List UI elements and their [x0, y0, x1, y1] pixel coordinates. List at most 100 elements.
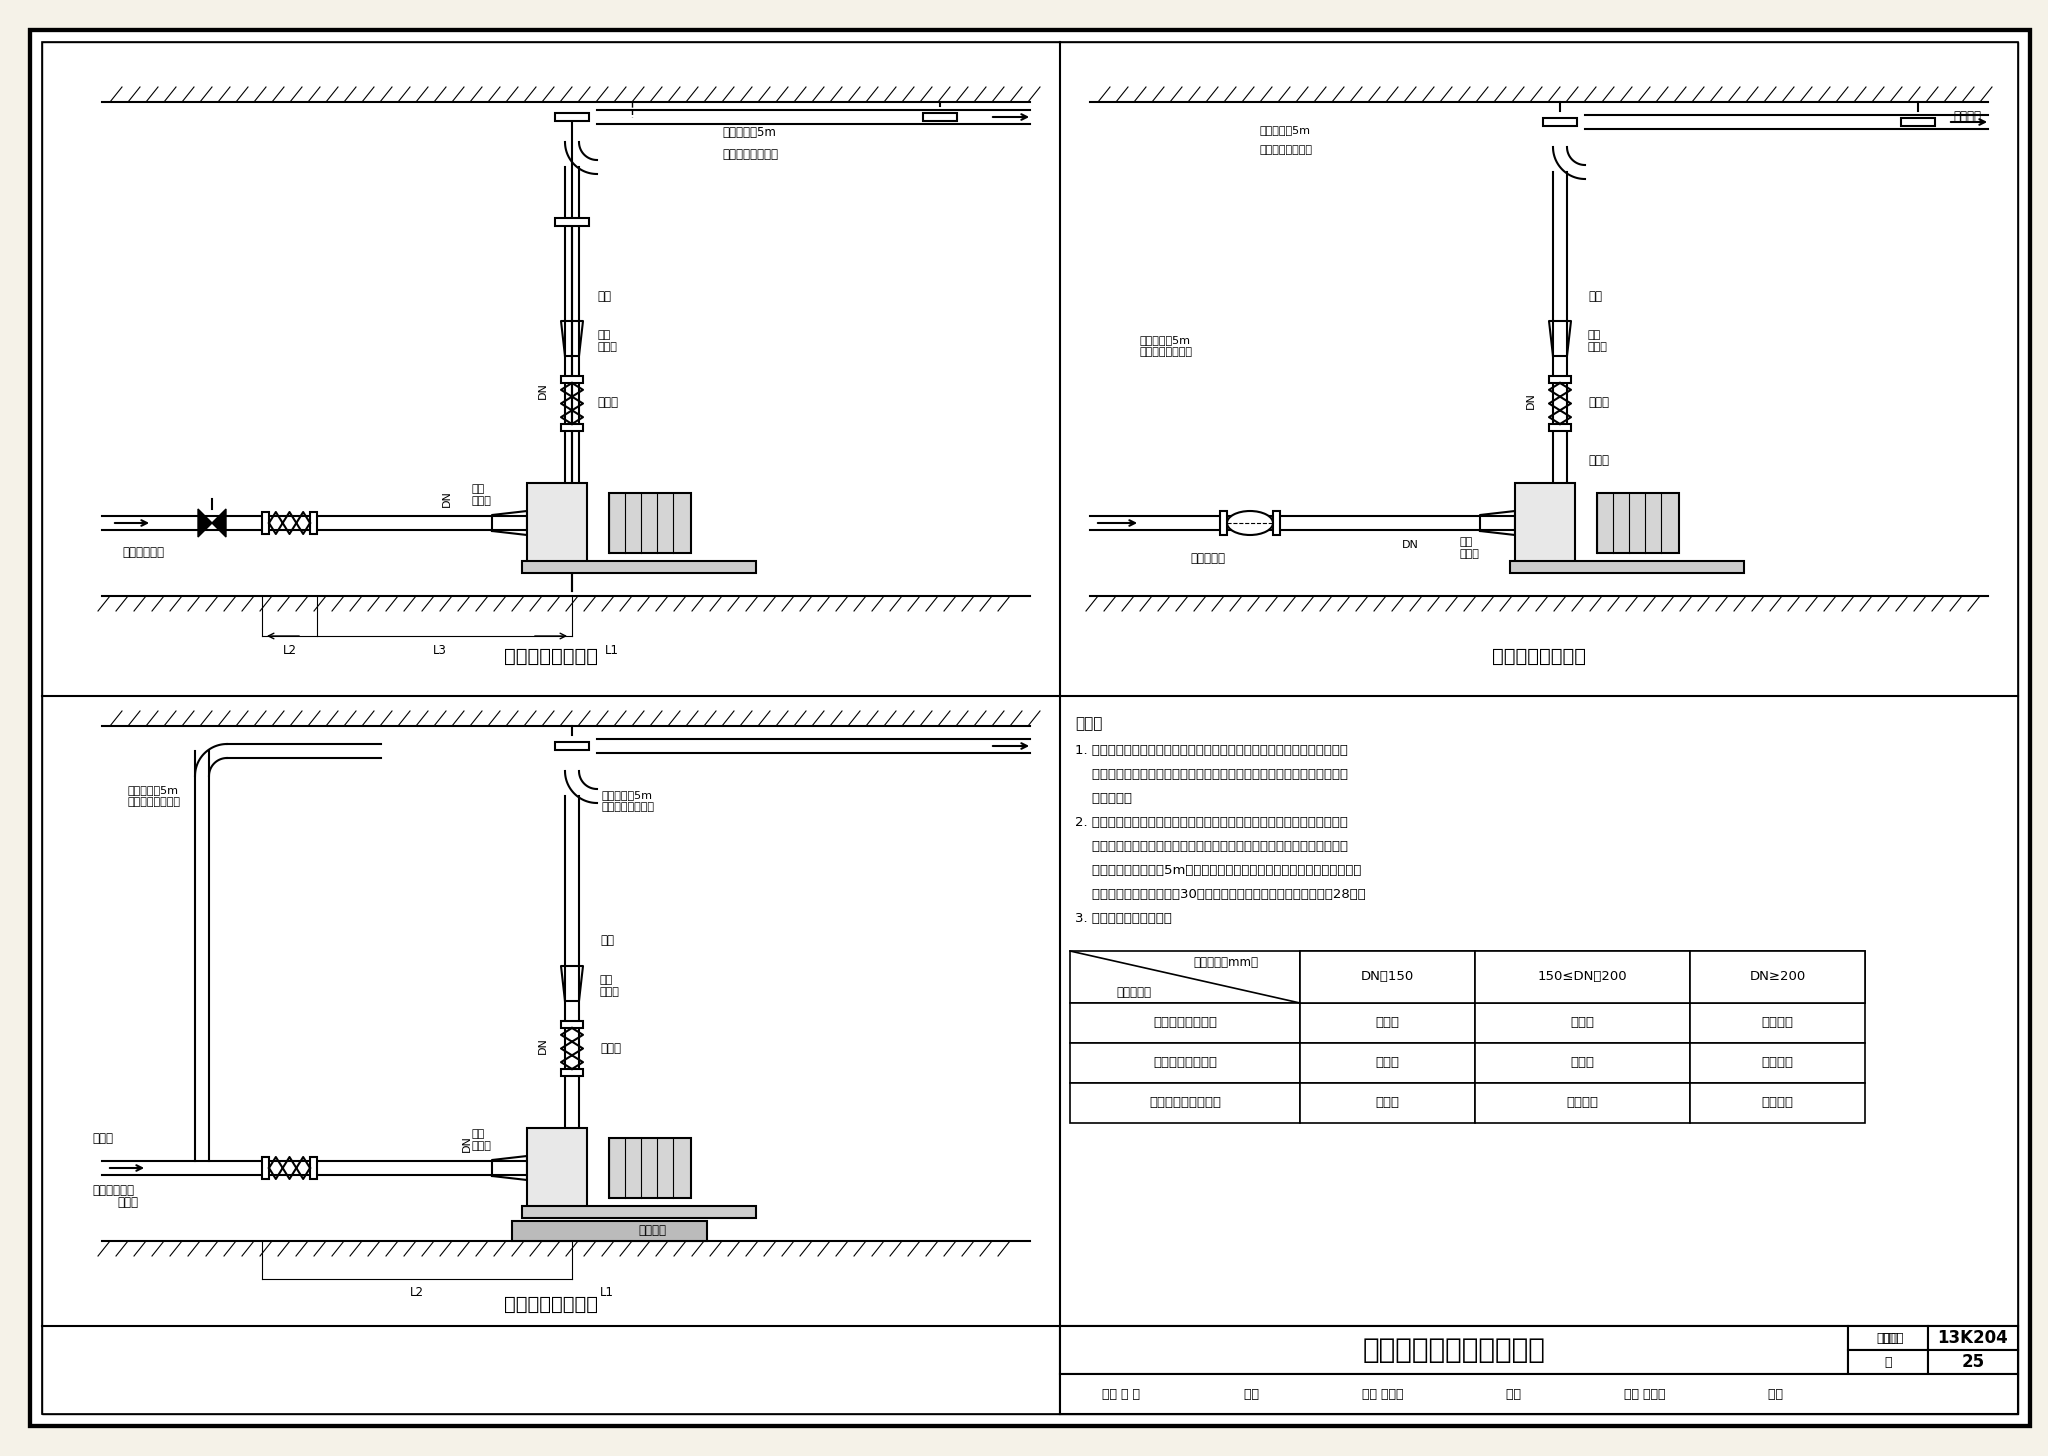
Bar [555, 218, 590, 226]
Text: 水系: 水系 [600, 935, 614, 948]
Text: DN: DN [463, 1136, 471, 1153]
Bar [555, 743, 590, 750]
Text: 橡胶软接头: 橡胶软接头 [1190, 552, 1225, 565]
Text: 图集号: 图集号 [1876, 1331, 1898, 1344]
Text: 卧式水泵软连接安装示例: 卧式水泵软连接安装示例 [1362, 1337, 1546, 1364]
Bar [522, 561, 756, 574]
Bar [561, 1021, 584, 1028]
Text: 软连接: 软连接 [1587, 454, 1610, 467]
Text: 签名: 签名 [1769, 1388, 1792, 1401]
Bar [526, 1128, 588, 1208]
Text: L1: L1 [604, 644, 618, 657]
Polygon shape [199, 510, 213, 537]
Text: 同心
变径管: 同心 变径管 [598, 331, 616, 352]
Text: 距离软接头5m
之内需有固定支架: 距离软接头5m 之内需有固定支架 [602, 791, 655, 812]
Text: 3. 软连接宜按下表选用：: 3. 软连接宜按下表选用： [1075, 911, 1171, 925]
Bar [1069, 951, 1300, 1003]
Bar [1061, 42, 2017, 696]
Bar [1927, 1350, 2017, 1374]
Text: 13K204: 13K204 [1937, 1329, 2009, 1347]
Text: 优先选用: 优先选用 [1567, 1096, 1599, 1109]
Bar [555, 114, 590, 121]
Bar [1300, 951, 1866, 1003]
Text: 1. 图中水泵软连接安装，仅表示软连接的安装位置与设备、管道支架之间的: 1. 图中水泵软连接安装，仅表示软连接的安装位置与设备、管道支架之间的 [1075, 744, 1348, 757]
Bar [1927, 1326, 2017, 1350]
Bar [561, 1069, 584, 1076]
Text: 优先选用: 优先选用 [1761, 1057, 1794, 1070]
Text: 2. 安装软连接的管道需根据管系的受力情况、位移情况配置管道固定支架，: 2. 安装软连接的管道需根据管系的受力情况、位移情况配置管道固定支架， [1075, 815, 1348, 828]
Text: 偏心
变径管: 偏心 变径管 [471, 485, 492, 505]
Text: 软连接安装（三）: 软连接安装（三） [1493, 646, 1585, 665]
Bar [608, 1139, 690, 1198]
Text: 距离软连接不宜超过5m。单独设置的固定支架承受荷载不应小于管道轴向: 距离软连接不宜超过5m。单独设置的固定支架承受荷载不应小于管道轴向 [1075, 863, 1362, 877]
Text: 不推荐: 不推荐 [1571, 1016, 1595, 1029]
Text: 关系。管道阀门、仪表按照设计要求设置。图中橡胶软接头，也可以采用: 关系。管道阀门、仪表按照设计要求设置。图中橡胶软接头，也可以采用 [1075, 767, 1348, 780]
Bar [309, 513, 317, 534]
Bar [1548, 376, 1571, 383]
Text: 不推荐: 不推荐 [1376, 1096, 1399, 1109]
Text: DN: DN [539, 383, 549, 399]
Text: 设计 全德海: 设计 全德海 [1624, 1388, 1673, 1401]
Text: 不推荐: 不推荐 [1376, 1057, 1399, 1070]
Bar [1475, 1003, 1690, 1042]
Text: L2: L2 [410, 1287, 424, 1300]
Bar [1221, 511, 1227, 534]
Text: 软连接安装（二）: 软连接安装（二） [504, 1294, 598, 1313]
Bar [43, 696, 1061, 1326]
Text: 软连接: 软连接 [1587, 396, 1610, 409]
Text: 软连接形式: 软连接形式 [1116, 986, 1151, 999]
Bar [1300, 951, 1475, 1003]
Bar [1061, 1326, 1847, 1374]
Text: 水系: 水系 [1587, 290, 1602, 303]
Bar [1475, 1042, 1690, 1083]
Text: DN: DN [442, 491, 453, 508]
Text: 签名: 签名 [1507, 1388, 1530, 1401]
Text: 软连接安装（一）: 软连接安装（一） [504, 646, 598, 665]
Ellipse shape [1227, 511, 1274, 534]
Text: 无限位橡胶软接头: 无限位橡胶软接头 [1153, 1016, 1217, 1029]
Text: 距离软接头5m: 距离软接头5m [723, 125, 776, 138]
Text: 偏心
变径管: 偏心 变径管 [1460, 537, 1481, 559]
Text: 优先选用: 优先选用 [1761, 1096, 1794, 1109]
Bar [1597, 494, 1679, 553]
Text: 同心
变径管: 同心 变径管 [600, 976, 621, 997]
Text: 距离软接头5m
之内需有固定支架: 距离软接头5m 之内需有固定支架 [127, 785, 180, 807]
Text: 图集号: 图集号 [1882, 1331, 1905, 1344]
Text: 之内需有固定支架: 之内需有固定支架 [723, 147, 778, 160]
Bar [262, 1158, 268, 1179]
Text: DN≥200: DN≥200 [1749, 971, 1806, 983]
Bar [1847, 1326, 1927, 1350]
Bar [608, 494, 690, 553]
Bar [1901, 118, 1935, 127]
Bar [1300, 1003, 1475, 1042]
Text: 水系: 水系 [598, 290, 610, 303]
Bar [43, 42, 1061, 696]
Bar [561, 424, 584, 431]
Bar [1300, 1042, 1475, 1083]
Bar [1069, 1083, 1300, 1123]
Bar [1548, 424, 1571, 431]
Bar [1069, 1042, 1300, 1083]
Text: 之内需有固定支架: 之内需有固定支架 [1260, 146, 1313, 154]
Text: 宜选用: 宜选用 [1376, 1016, 1399, 1029]
Text: 内压推力或参考本图集第30页选用。弯管固定支座可参考本图集第28页。: 内压推力或参考本图集第30页选用。弯管固定支座可参考本图集第28页。 [1075, 888, 1366, 901]
Bar [1690, 951, 1866, 1003]
Bar [1516, 483, 1575, 563]
Bar [1061, 1374, 2017, 1414]
Text: 有限位橡胶软接头: 有限位橡胶软接头 [1153, 1057, 1217, 1070]
Bar [1475, 951, 1690, 1003]
Text: 弯管固定支架: 弯管固定支架 [92, 1185, 133, 1197]
Bar [522, 1206, 756, 1219]
Text: DN＜150: DN＜150 [1360, 971, 1413, 983]
Text: 说明：: 说明： [1075, 716, 1102, 731]
Text: 页: 页 [1884, 1356, 1892, 1369]
Text: 上弯管: 上弯管 [92, 1131, 113, 1144]
Text: 带钢丝网套金属软管: 带钢丝网套金属软管 [1149, 1096, 1221, 1109]
Bar [924, 114, 956, 121]
Text: 慣性基础: 慣性基础 [639, 1224, 666, 1238]
Bar [512, 1222, 707, 1241]
Bar [561, 376, 584, 383]
Bar [1274, 511, 1280, 534]
Bar [1475, 1083, 1690, 1123]
Text: DN: DN [1401, 540, 1419, 550]
